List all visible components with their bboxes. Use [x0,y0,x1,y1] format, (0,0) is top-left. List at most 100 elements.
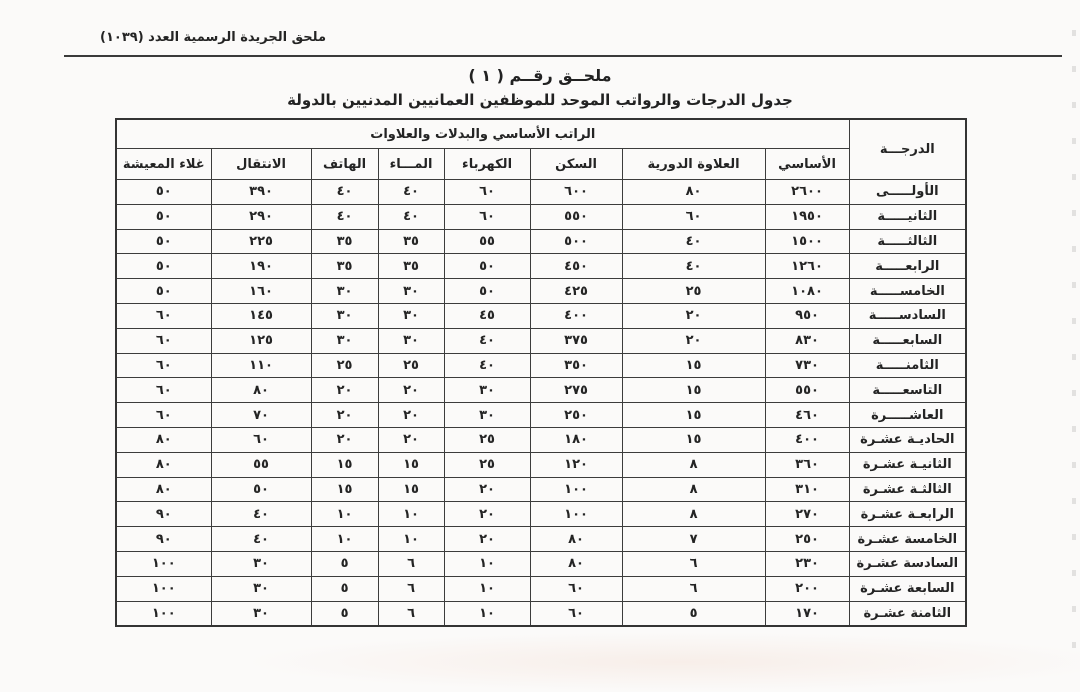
table-row: الثالثـة عشـرة ٣١٠ ٨ ١٠٠ ٢٠ ١٥ ١٥ ٥٠ ٨٠ [115,476,967,503]
value-cell: ٤٢٥ [529,278,623,304]
value-cell: ٢٠ [310,377,379,404]
table-row: العاشـــــرة ٤٦٠ ١٥ ٢٥٠ ٣٠ ٢٠ ٢٠ ٧٠ ٦٠ [115,402,967,428]
table-row: الثامنـــــة ٧٣٠ ١٥ ٣٥٠ ٤٠ ٢٥ ٢٥ ١١٠ ٦٠ [115,352,967,379]
value-cell: ٥٠ [115,278,212,304]
value-cell: ٦ [621,575,766,602]
grade-cell: الثالثـة عشـرة [848,476,967,503]
grade-cell: الرابعـــــة [848,253,967,280]
value-cell: ٥ [310,575,379,602]
value-cell: ٥٥٠ [529,203,623,230]
value-cell: ٧ [621,526,766,552]
value-cell: ١٠٠ [529,501,623,528]
value-cell: ٣٠ [210,575,312,602]
value-cell: ١٩٥٠ [764,203,850,230]
value-cell: ٩٥٠ [764,302,850,329]
value-cell: ٩٠ [115,501,212,528]
value-cell: ٢٥ [310,352,379,379]
value-cell: ٢٠٠ [764,575,850,602]
value-cell: ١٥ [310,476,379,503]
value-cell: ٢٥٠ [764,526,850,552]
value-cell: ١٢٥ [210,327,312,354]
value-cell: ٤٠٠ [764,426,850,453]
value-cell: ٦٠ [443,179,531,205]
value-cell: ١١٠ [210,352,312,379]
value-cell: ٤٦٠ [764,402,850,428]
value-cell: ٥٠ [115,228,212,255]
grade-cell: الخامســـــة [848,278,967,304]
salary-group-header: الراتب الأساسي والبدلات والعلاوات [115,118,850,149]
value-cell: ٢٠ [621,327,766,354]
grade-cell: الخامسة عشـرة [848,526,967,552]
value-cell: ٣٠ [377,327,445,354]
grade-cell: الثامنـــــة [848,352,967,379]
value-cell: ٥ [310,600,379,627]
value-cell: ١٥٠٠ [764,228,850,255]
value-cell: ١٠٠ [529,476,623,503]
column-header: السكن [529,148,623,180]
value-cell: ٦٠ [115,327,212,354]
table-row: الخامسة عشـرة ٢٥٠ ٧ ٨٠ ٢٠ ١٠ ١٠ ٤٠ ٩٠ [115,526,967,552]
value-cell: ٤٠ [621,253,766,280]
value-cell: ٤٠ [621,228,766,255]
value-cell: ٦٠ [210,426,312,453]
table-row: الحاديـة عشـرة ٤٠٠ ١٥ ١٨٠ ٢٥ ٢٠ ٢٠ ٦٠ ٨٠ [115,426,967,453]
value-cell: ٤٠ [210,501,312,528]
column-header-row: الأساسي العلاوة الدورية السكن الكهرباء المــ… [115,148,966,180]
value-cell: ٣٠ [310,278,379,304]
grade-cell: الثالثـــــة [848,228,967,255]
value-cell: ٤٠ [443,352,531,379]
value-cell: ١٥ [377,451,445,478]
value-cell: ١٠٠ [115,600,212,627]
column-header: الكهرباء [443,148,531,180]
table-row: السادسة عشـرة ٢٣٠ ٦ ٨٠ ١٠ ٦ ٥ ٣٠ ١٠٠ [115,550,967,577]
value-cell: ١٠ [310,501,379,528]
column-header: العلاوة الدورية [621,148,766,180]
value-cell: ١٥ [621,426,766,453]
value-cell: ٨٠ [621,179,766,205]
value-cell: ٤٠ [443,327,531,354]
value-cell: ٢٣٠ [764,550,850,577]
value-cell: ١٥ [621,377,766,404]
value-cell: ٤٠ [377,179,445,205]
grade-cell: السادســـــة [848,302,967,329]
value-cell: ٦٠ [115,302,212,329]
value-cell: ٨٠ [210,377,312,404]
value-cell: ٢٠ [377,377,445,404]
value-cell: ٦٠ [115,402,212,428]
value-cell: ٣٠ [377,278,445,304]
value-cell: ٢٥ [443,426,531,453]
value-cell: ٥٥ [443,228,531,255]
value-cell: ٨ [621,476,766,503]
value-cell: ١٢٦٠ [764,253,850,280]
value-cell: ١٠٨٠ [764,278,850,304]
value-cell: ٥٠ [115,203,212,230]
table-body: الأولـــــى ٢٦٠٠ ٨٠ ٦٠٠ ٦٠ ٤٠ ٤٠ ٣٩٠ ٥٠ الثانيـــ… [115,179,967,627]
grade-cell: الثانيـة عشـرة [848,451,967,478]
value-cell: ٢٠ [310,426,379,453]
value-cell: ٤٠٠ [529,302,623,329]
value-cell: ٢٧٥ [529,377,623,404]
value-cell: ٢٠ [621,302,766,329]
value-cell: ٢٠ [443,526,531,552]
value-cell: ٣٥ [310,253,379,280]
value-cell: ١٤٥ [210,302,312,329]
value-cell: ٢٠ [443,476,531,503]
value-cell: ٥٥٠ [764,377,850,404]
value-cell: ٢٥ [443,451,531,478]
value-cell: ٦٠ [443,203,531,230]
value-cell: ١٠ [443,600,531,627]
value-cell: ٣٠ [443,377,531,404]
value-cell: ٧٠ [210,402,312,428]
value-cell: ١٨٠ [529,426,623,453]
value-cell: ١٠ [377,526,445,552]
value-cell: ٦٠ [621,203,766,230]
table-row: الثالثـــــة ١٥٠٠ ٤٠ ٥٠٠ ٥٥ ٣٥ ٣٥ ٢٢٥ ٥٠ [115,228,967,255]
value-cell: ١٥ [310,451,379,478]
value-cell: ٢٠ [310,402,379,428]
table-row: الرابعـــــة ١٢٦٠ ٤٠ ٤٥٠ ٥٠ ٣٥ ٣٥ ١٩٠ ٥٠ [115,253,967,280]
value-cell: ٣٦٠ [764,451,850,478]
value-cell: ٨٠ [115,476,212,503]
grade-cell: الأولـــــى [848,179,967,205]
value-cell: ٥٥ [210,451,312,478]
value-cell: ١٠٠ [115,575,212,602]
